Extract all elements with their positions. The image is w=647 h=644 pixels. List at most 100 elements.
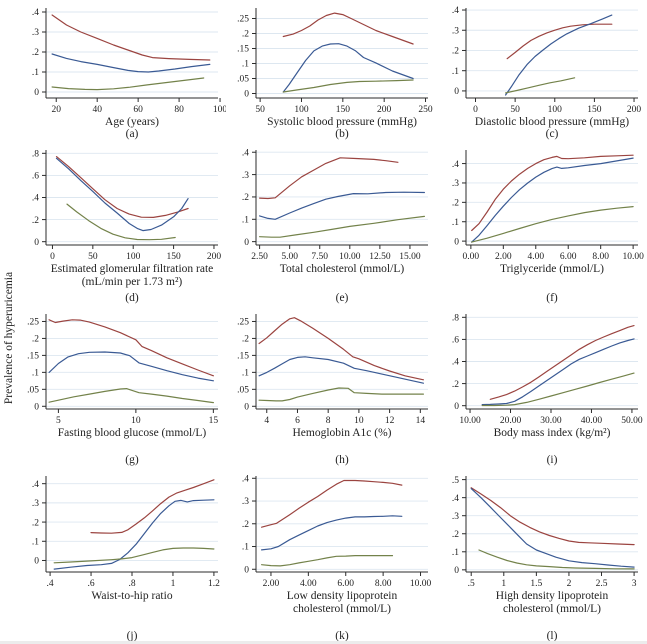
panel-letter: (j) [127,630,138,642]
x-tick-label: 6.00 [560,252,577,262]
y-tick-label: .1 [452,218,459,228]
x-axis-title: (mL/min per 1.73 m²) [82,276,183,288]
x-tick-label: 14 [416,416,426,426]
x-axis: 0 50 100 150 200 [466,97,642,115]
y-tick-label: .3 [32,499,39,509]
x-tick-label: 5 [56,416,61,426]
y-tick-label: 0 [244,565,249,575]
series-line-blue [260,515,403,551]
series-line-red [489,325,635,400]
series-line-blue [258,356,424,384]
x-tick-label: 40 [92,105,102,115]
x-tick-label: 50 [510,105,520,115]
grid-lines [256,18,428,94]
y-tick-label: 0 [454,237,459,247]
x-tick-label: 50 [255,105,265,115]
y-tick-label: .4 [32,480,39,490]
series-line-blue [51,53,211,73]
series-line-red [48,319,214,377]
series-line-green [53,547,215,564]
x-axis-title: Waist-to-hip ratio [91,590,172,602]
x-tick-label: 100 [294,105,309,115]
series-line-green [66,203,176,241]
y-tick-label: .2 [242,335,249,345]
x-tick-label: 100 [548,105,563,115]
grid-lines [466,479,638,571]
x-tick-label: 100 [213,105,226,115]
grid-lines [46,483,218,561]
y-tick-label: .1 [242,369,249,379]
x-axis-title: Hemoglobin A1c (%) [292,427,391,439]
series-line-red [506,23,613,60]
x-tick-label: 250 [418,105,433,115]
x-axis: 0 50 100 150 200 [46,244,221,262]
panel-letter: (c) [546,128,559,140]
x-tick-label: 200 [627,105,642,115]
series-line-green [258,215,425,238]
y-tick-label: .25 [237,15,249,25]
chart-panel-h: 0 .05 .1 .15 .2 .25 4 6 8 10 12 14 Hemoglobin A1c (%… [237,314,428,466]
x-axis: 20 40 60 80 100 [46,97,226,115]
y-axis: 0 .1 .2 .3 .4 .5 [452,476,467,576]
panel-letter: (e) [336,292,349,304]
x-tick-label: 30.00 [540,416,562,426]
y-tick-label: .1 [32,369,39,379]
x-tick-label: 4.00 [300,579,317,589]
y-tick-label: .4 [452,494,459,504]
x-tick-label: 8.00 [592,252,609,262]
panel-letter: (f) [546,292,558,304]
y-axis: 0 .05 .1 .15 .2 .25 [237,8,257,100]
x-axis-title: Estimated glomerular filtration rate [51,263,214,275]
grid-lines [256,321,428,407]
x-tick-label: 2.50 [251,252,268,262]
x-tick-label: 10.00 [622,252,644,262]
x-tick-label: 0 [473,105,478,115]
y-tick-label: .2 [452,47,459,57]
series-line-red [282,12,414,45]
chart-panel-k: 0 .1 .2 .3 .4 2.00 4.00 6.00 8.00 10.00 Low densit… [242,474,432,642]
series-line-blue [504,14,613,96]
y-tick-label: .2 [452,199,459,209]
x-axis-title: Body mass index (kg/m²) [494,427,611,439]
series-line-blue [258,191,425,220]
x-axis: 50 100 150 200 250 [255,97,433,115]
y-tick-label: 0 [244,402,249,412]
x-axis-title: Fasting blood glucose (mmol/L) [58,427,207,439]
y-tick-label: .15 [237,45,249,55]
y-tick-label: .3 [242,497,249,507]
panel-letter: (g) [125,454,139,466]
series-line-red [260,479,403,528]
series-line-blue [48,351,214,382]
y-tick-label: .15 [27,352,39,362]
x-tick-label: 15.00 [399,252,421,262]
series-line-blue [53,499,215,570]
grid-lines [46,321,218,407]
y-tick-label: .4 [32,194,39,204]
y-tick-label: .25 [27,318,39,328]
y-tick-label: .3 [452,512,459,522]
y-axis: 0 .1 .2 .3 .4 [32,8,47,98]
grid-lines [46,152,218,243]
x-tick-label: .6 [87,579,94,589]
chart-panel-l: 0 .1 .2 .3 .4 .5 .5 1 1.5 2 2.5 3 High density lipop… [452,476,638,642]
x-tick-label: 50 [88,252,98,262]
y-tick-label: .3 [242,171,249,181]
grid-lines [466,316,638,407]
series-line-green [258,387,424,402]
series-line-red [51,14,211,61]
y-axis: 0 .1 .2 .3 .4 [32,476,47,572]
chart-panel-i: 0 .2 .4 .6 .8 10.00 20.00 30.00 40.00 50.00 Body m… [452,314,643,466]
y-axis: 0 .05 .1 .15 .2 .25 [27,314,47,412]
series-line-red [55,156,189,219]
y-tick-label: .1 [32,537,39,547]
x-tick-label: 2.5 [596,579,608,589]
series-line-green [481,372,635,407]
x-tick-label: 20 [51,105,61,115]
y-tick-label: .4 [242,148,249,158]
y-tick-label: 0 [454,402,459,412]
y-tick-label: .8 [32,150,39,160]
y-tick-label: .4 [452,6,459,16]
